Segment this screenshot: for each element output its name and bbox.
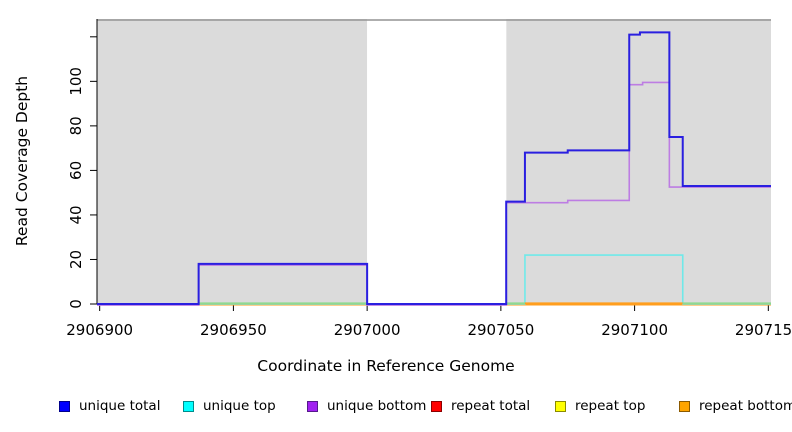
plot-panel-0	[97, 19, 368, 304]
legend-label: unique bottom	[327, 398, 427, 414]
x-axis-label: Coordinate in Reference Genome	[257, 357, 515, 375]
legend-item-unique-total: unique total	[59, 398, 160, 414]
legend-item-repeat-top: repeat top	[555, 398, 645, 414]
y-tick-label: 100	[67, 67, 85, 96]
legend-swatch-icon	[183, 400, 194, 412]
chart-legend: unique total unique top unique bottom repea…	[0, 398, 792, 418]
legend-swatch-icon	[431, 400, 442, 412]
x-tick-label: 2907000	[334, 321, 401, 339]
y-tick-label: 0	[67, 299, 85, 309]
y-tick-label: 20	[67, 250, 85, 269]
y-tick-label: 80	[67, 116, 85, 135]
y-axis-label: Read Coverage Depth	[13, 75, 31, 247]
legend-label: repeat top	[575, 398, 646, 414]
x-tick-label: 2906900	[66, 321, 133, 339]
legend-item-unique-bottom: unique bottom	[307, 398, 426, 414]
legend-label: repeat bottom	[699, 398, 792, 414]
x-tick-label: 2907100	[601, 321, 668, 339]
legend-label: unique top	[203, 398, 276, 414]
plot-panel-1	[506, 19, 771, 304]
x-tick-label: 2906950	[200, 321, 267, 339]
legend-item-unique-top: unique top	[183, 398, 276, 414]
legend-swatch-icon	[679, 400, 690, 412]
legend-label: unique total	[79, 398, 161, 414]
legend-swatch-icon	[307, 400, 318, 412]
legend-item-repeat-bottom: repeat bottom	[679, 398, 792, 414]
y-tick-label: 60	[67, 161, 85, 180]
legend-swatch-icon	[59, 400, 70, 412]
x-tick-label: 2907050	[467, 321, 534, 339]
series-line-unique-total	[97, 31, 771, 305]
y-tick-label: 40	[67, 205, 85, 224]
no-data-gap	[367, 19, 507, 304]
legend-swatch-icon	[555, 400, 566, 412]
legend-item-repeat-total: repeat total	[431, 398, 530, 414]
series-line-unique-bottom	[97, 81, 771, 306]
legend-label: repeat total	[451, 398, 531, 414]
